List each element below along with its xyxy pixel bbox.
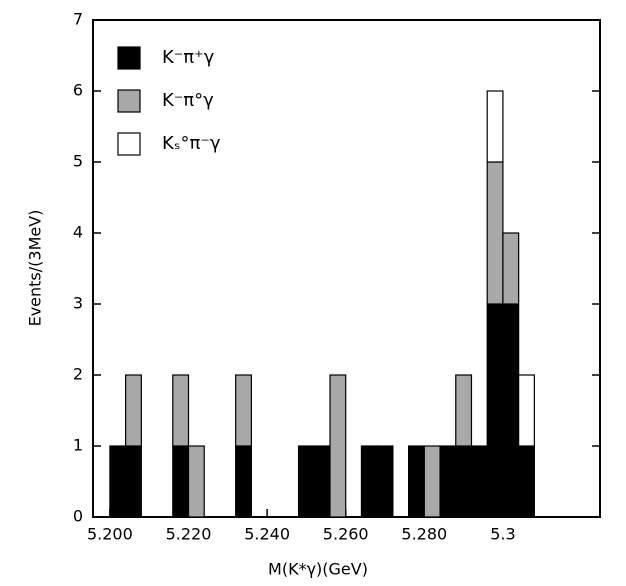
x-tick-label: 5.280 bbox=[401, 525, 447, 544]
y-tick-label: 1 bbox=[73, 436, 83, 455]
legend-label: Kₛ°π⁻γ bbox=[162, 133, 221, 154]
bar bbox=[518, 374, 535, 447]
y-tick-label: 7 bbox=[73, 10, 83, 29]
plot-frame bbox=[92, 19, 601, 518]
bar bbox=[502, 303, 520, 518]
bar bbox=[407, 445, 425, 518]
bar bbox=[360, 445, 378, 518]
bar bbox=[423, 445, 441, 518]
bar bbox=[235, 445, 252, 518]
x-tick-label: 5.240 bbox=[244, 525, 290, 544]
x-tick-label: 5.220 bbox=[166, 525, 212, 544]
bar bbox=[125, 374, 142, 447]
bar bbox=[125, 445, 142, 518]
bar bbox=[329, 374, 347, 518]
legend-swatch bbox=[117, 132, 141, 156]
bar bbox=[109, 445, 127, 518]
bar bbox=[439, 445, 457, 518]
y-tick-label: 3 bbox=[73, 294, 83, 313]
bar bbox=[172, 374, 190, 447]
bar bbox=[187, 445, 205, 518]
bar bbox=[313, 445, 331, 518]
y-tick-label: 5 bbox=[73, 152, 83, 171]
bar bbox=[486, 161, 504, 305]
bar bbox=[376, 445, 394, 518]
x-tick-label: 5.200 bbox=[87, 525, 133, 544]
bar bbox=[172, 445, 190, 518]
bar bbox=[455, 374, 473, 447]
bar bbox=[455, 445, 473, 518]
y-tick-label: 2 bbox=[73, 365, 83, 384]
y-axis-label: Events/(3MeV) bbox=[26, 210, 45, 327]
bar bbox=[470, 445, 488, 518]
x-axis-label: M(K*γ)(GeV) bbox=[268, 560, 368, 579]
x-tick-label: 5.3 bbox=[490, 525, 515, 544]
y-tick-label: 6 bbox=[73, 81, 83, 100]
y-tick-label: 0 bbox=[73, 507, 83, 526]
x-tick-label: 5.260 bbox=[323, 525, 369, 544]
bar bbox=[486, 303, 504, 518]
bar bbox=[518, 445, 535, 518]
legend-label: K⁻π⁺γ bbox=[162, 47, 215, 68]
legend-label: K⁻π°γ bbox=[162, 90, 214, 111]
legend-swatch bbox=[117, 89, 141, 113]
bar bbox=[297, 445, 315, 518]
bar bbox=[235, 374, 252, 447]
bar bbox=[486, 90, 504, 163]
bar bbox=[502, 232, 520, 305]
legend-swatch bbox=[117, 46, 141, 70]
y-tick-label: 4 bbox=[73, 223, 83, 242]
